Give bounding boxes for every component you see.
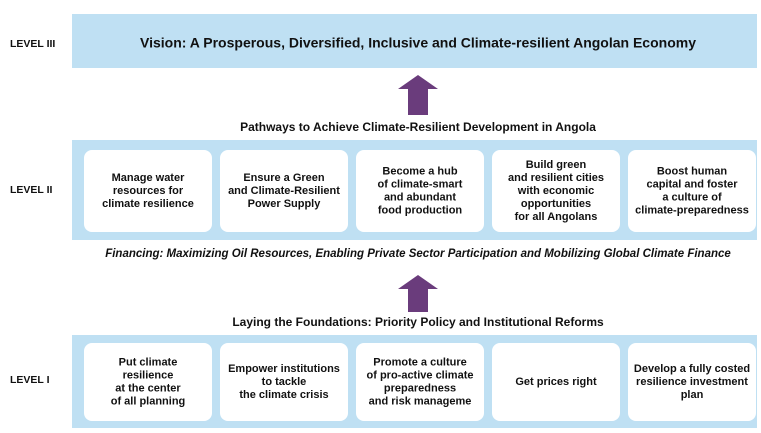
vision: Vision: A Prosperous, Diversified, Inclu… [140,35,696,51]
box [628,343,756,421]
box-text: climate-preparedness [635,204,749,216]
pathways-heading: Pathways to Achieve Climate-Resilient De… [240,120,596,134]
box-text: and Climate-Resilient [228,185,340,197]
box-text: with economic [517,185,594,197]
level-label: LEVEL II [10,184,52,196]
box-text: plan [681,389,704,401]
financing: Financing: Maximizing Oil Resources, Ena… [105,248,731,260]
foundations-heading: Laying the Foundations: Priority Policy … [232,315,604,329]
box [356,150,484,232]
box-text: preparedness [384,382,456,394]
box-text: Empower institutions [228,363,340,375]
level3-band [72,14,757,68]
box [492,343,620,421]
box-text: and resilient cities [508,172,604,184]
box-text: Develop a fully costed [634,363,750,375]
box-text: opportunities [521,198,591,210]
box-text: of pro-active climate [367,369,474,381]
box-text: the climate crisis [239,389,328,401]
box-text: Manage water [112,172,185,184]
box-text: of climate-smart [378,178,463,190]
box-text: Build green [526,159,587,171]
arrow [398,75,438,115]
box-text: Become a hub [382,165,457,177]
box-text: resources for [113,185,184,197]
box-text: of all planning [111,395,186,407]
box-text: and abundant [384,191,456,203]
box [220,343,348,421]
box-text: food production [378,204,463,216]
box-text: resilience [123,369,174,381]
box [84,150,212,232]
box-text: Put climate [119,356,178,368]
level-label: LEVEL I [10,374,50,386]
box [492,150,620,232]
box-text: a culture of [662,191,722,203]
box-text: Promote a culture [373,356,467,368]
box-text: climate resilience [102,198,194,210]
box-text: at the center [115,382,181,394]
box-text: resilience investment [636,376,748,388]
box [220,150,348,232]
arrow [398,275,438,312]
box-text: Power Supply [248,198,322,210]
box [84,343,212,421]
box [356,343,484,421]
box-text: for all Angolans [515,211,598,223]
box-text: Get prices right [515,376,597,388]
box-text: to tackle [262,376,307,388]
box [628,150,756,232]
box-text: and risk manageme [369,395,472,407]
box-text: Boost human [657,165,728,177]
box-text: Ensure a Green [243,172,325,184]
box-text: capital and foster [646,178,738,190]
level-label: LEVEL III [10,38,55,50]
